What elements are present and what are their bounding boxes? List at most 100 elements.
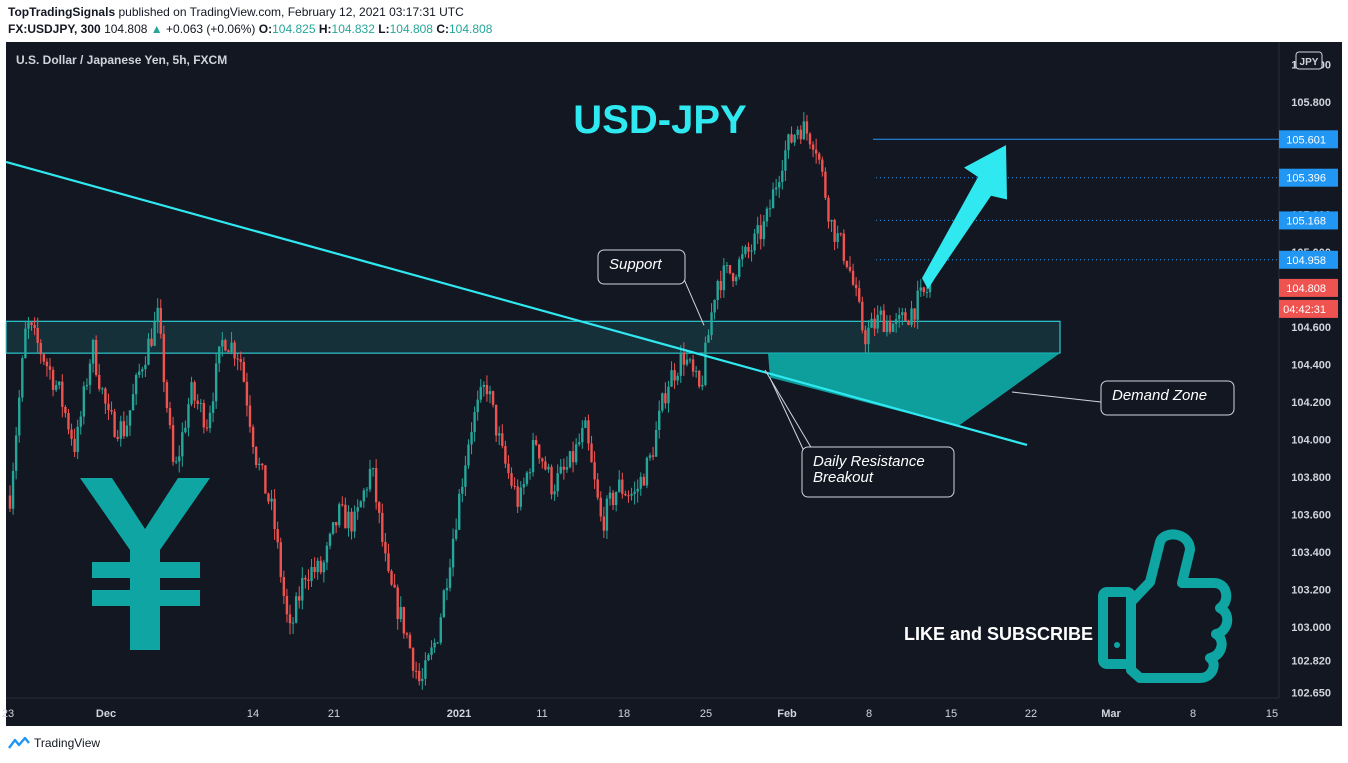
candle-body — [522, 484, 526, 488]
candle-body — [445, 587, 449, 591]
candle-body — [251, 426, 255, 447]
candle-body — [762, 221, 766, 240]
candle-body — [359, 501, 362, 508]
candle-body — [494, 404, 498, 436]
candle-body — [808, 133, 812, 145]
candle-body — [58, 381, 61, 386]
candle-body — [716, 281, 719, 301]
candle-body — [427, 654, 430, 661]
candle-body — [230, 342, 233, 353]
y-tick-label: 103.800 — [1291, 472, 1331, 484]
candle-body — [534, 440, 538, 445]
candle-body — [362, 490, 366, 502]
candle-body — [870, 318, 873, 328]
candle-body — [134, 374, 138, 395]
publisher-name[interactable]: TopTradingSignals — [8, 5, 116, 19]
candle-body — [584, 420, 587, 428]
candle-body — [98, 375, 101, 390]
breakout-callout-box[interactable] — [801, 446, 955, 498]
target-arrow[interactable] — [922, 145, 1007, 290]
demand-callout-box[interactable] — [1100, 380, 1235, 416]
candle-body — [64, 406, 67, 413]
candle-body — [221, 340, 224, 347]
time-axis[interactable] — [6, 698, 1342, 726]
candle-body — [830, 219, 833, 222]
price-chart[interactable]: Support Demand Zone Daily ResistanceBreako… — [0, 42, 1348, 728]
candle-body — [707, 335, 710, 343]
close-label: C: — [436, 22, 449, 36]
open-value: 104.825 — [272, 22, 316, 36]
candle-body — [476, 399, 479, 413]
candle-body — [682, 352, 686, 365]
candle-body — [910, 308, 913, 325]
candle-body — [753, 233, 756, 251]
candle-body — [371, 468, 375, 470]
price-label-tag[interactable] — [1279, 211, 1338, 230]
candle-body — [587, 420, 590, 444]
candle-body — [298, 596, 301, 601]
price-axis[interactable] — [1279, 42, 1342, 698]
high-label: H: — [318, 22, 332, 36]
candle-body — [54, 385, 58, 390]
candle-body — [756, 225, 759, 234]
price-label-tag[interactable] — [1279, 168, 1338, 187]
candle-body — [408, 634, 412, 649]
x-tick-label: 8 — [866, 708, 872, 720]
candle-body — [713, 300, 716, 313]
candle-body — [602, 516, 606, 531]
candle-body — [236, 358, 239, 360]
candle-body — [482, 384, 486, 387]
candle-body — [513, 485, 516, 487]
candle-body — [842, 233, 846, 261]
candle-body — [654, 430, 658, 457]
currency-badge[interactable] — [1295, 51, 1323, 70]
price-label-tag[interactable] — [1279, 250, 1338, 269]
candle-body — [91, 339, 95, 364]
ohlc-bar: FX:USDJPY, 300 104.808 ▲ +0.063 (+0.06%)… — [8, 22, 492, 36]
candle-body — [578, 442, 581, 445]
candle-body — [119, 421, 122, 439]
candle-body — [405, 633, 409, 635]
candle-body — [633, 491, 636, 494]
candle-body — [467, 444, 470, 466]
open-label: O: — [258, 22, 273, 36]
candle-body — [325, 545, 329, 563]
candle-body — [673, 370, 676, 381]
candle-body — [845, 260, 849, 267]
plot-area[interactable] — [6, 42, 1279, 698]
price-label-tag[interactable] — [1279, 130, 1338, 149]
thumbs-up-icon[interactable] — [1098, 529, 1233, 683]
candle-body — [70, 429, 73, 439]
candle-body — [390, 570, 393, 585]
y-tick-label: 104.200 — [1291, 397, 1331, 409]
candle-body — [205, 427, 209, 429]
candle-body — [670, 370, 673, 387]
x-tick-label: 14 — [247, 708, 259, 720]
candle-body — [116, 436, 119, 439]
candle-body — [347, 511, 350, 529]
last-price-text: 104.808 — [1286, 283, 1326, 295]
candle-body — [144, 364, 147, 370]
candle-body — [14, 435, 18, 471]
candle-body — [528, 472, 532, 474]
last-price-tag[interactable] — [1279, 278, 1338, 297]
candle-body — [907, 320, 910, 325]
candle-body — [861, 301, 864, 331]
candle-body — [436, 642, 439, 644]
support-callout-box[interactable] — [597, 249, 686, 285]
candle-body — [350, 511, 353, 532]
candle-body — [876, 314, 879, 329]
candle-body — [864, 330, 867, 345]
candle-body — [691, 359, 695, 372]
candle-body — [73, 438, 76, 452]
candle-body — [107, 403, 110, 411]
candle-body — [24, 328, 27, 359]
candle-body — [891, 323, 895, 332]
demand-zone-area[interactable] — [768, 353, 1060, 427]
candle-body — [473, 412, 476, 433]
countdown-tag[interactable] — [1279, 299, 1338, 318]
trend-line[interactable] — [5, 160, 1028, 447]
candle-body — [304, 577, 307, 580]
candle-body — [787, 134, 790, 151]
tradingview-footer[interactable]: TradingView — [8, 736, 100, 750]
